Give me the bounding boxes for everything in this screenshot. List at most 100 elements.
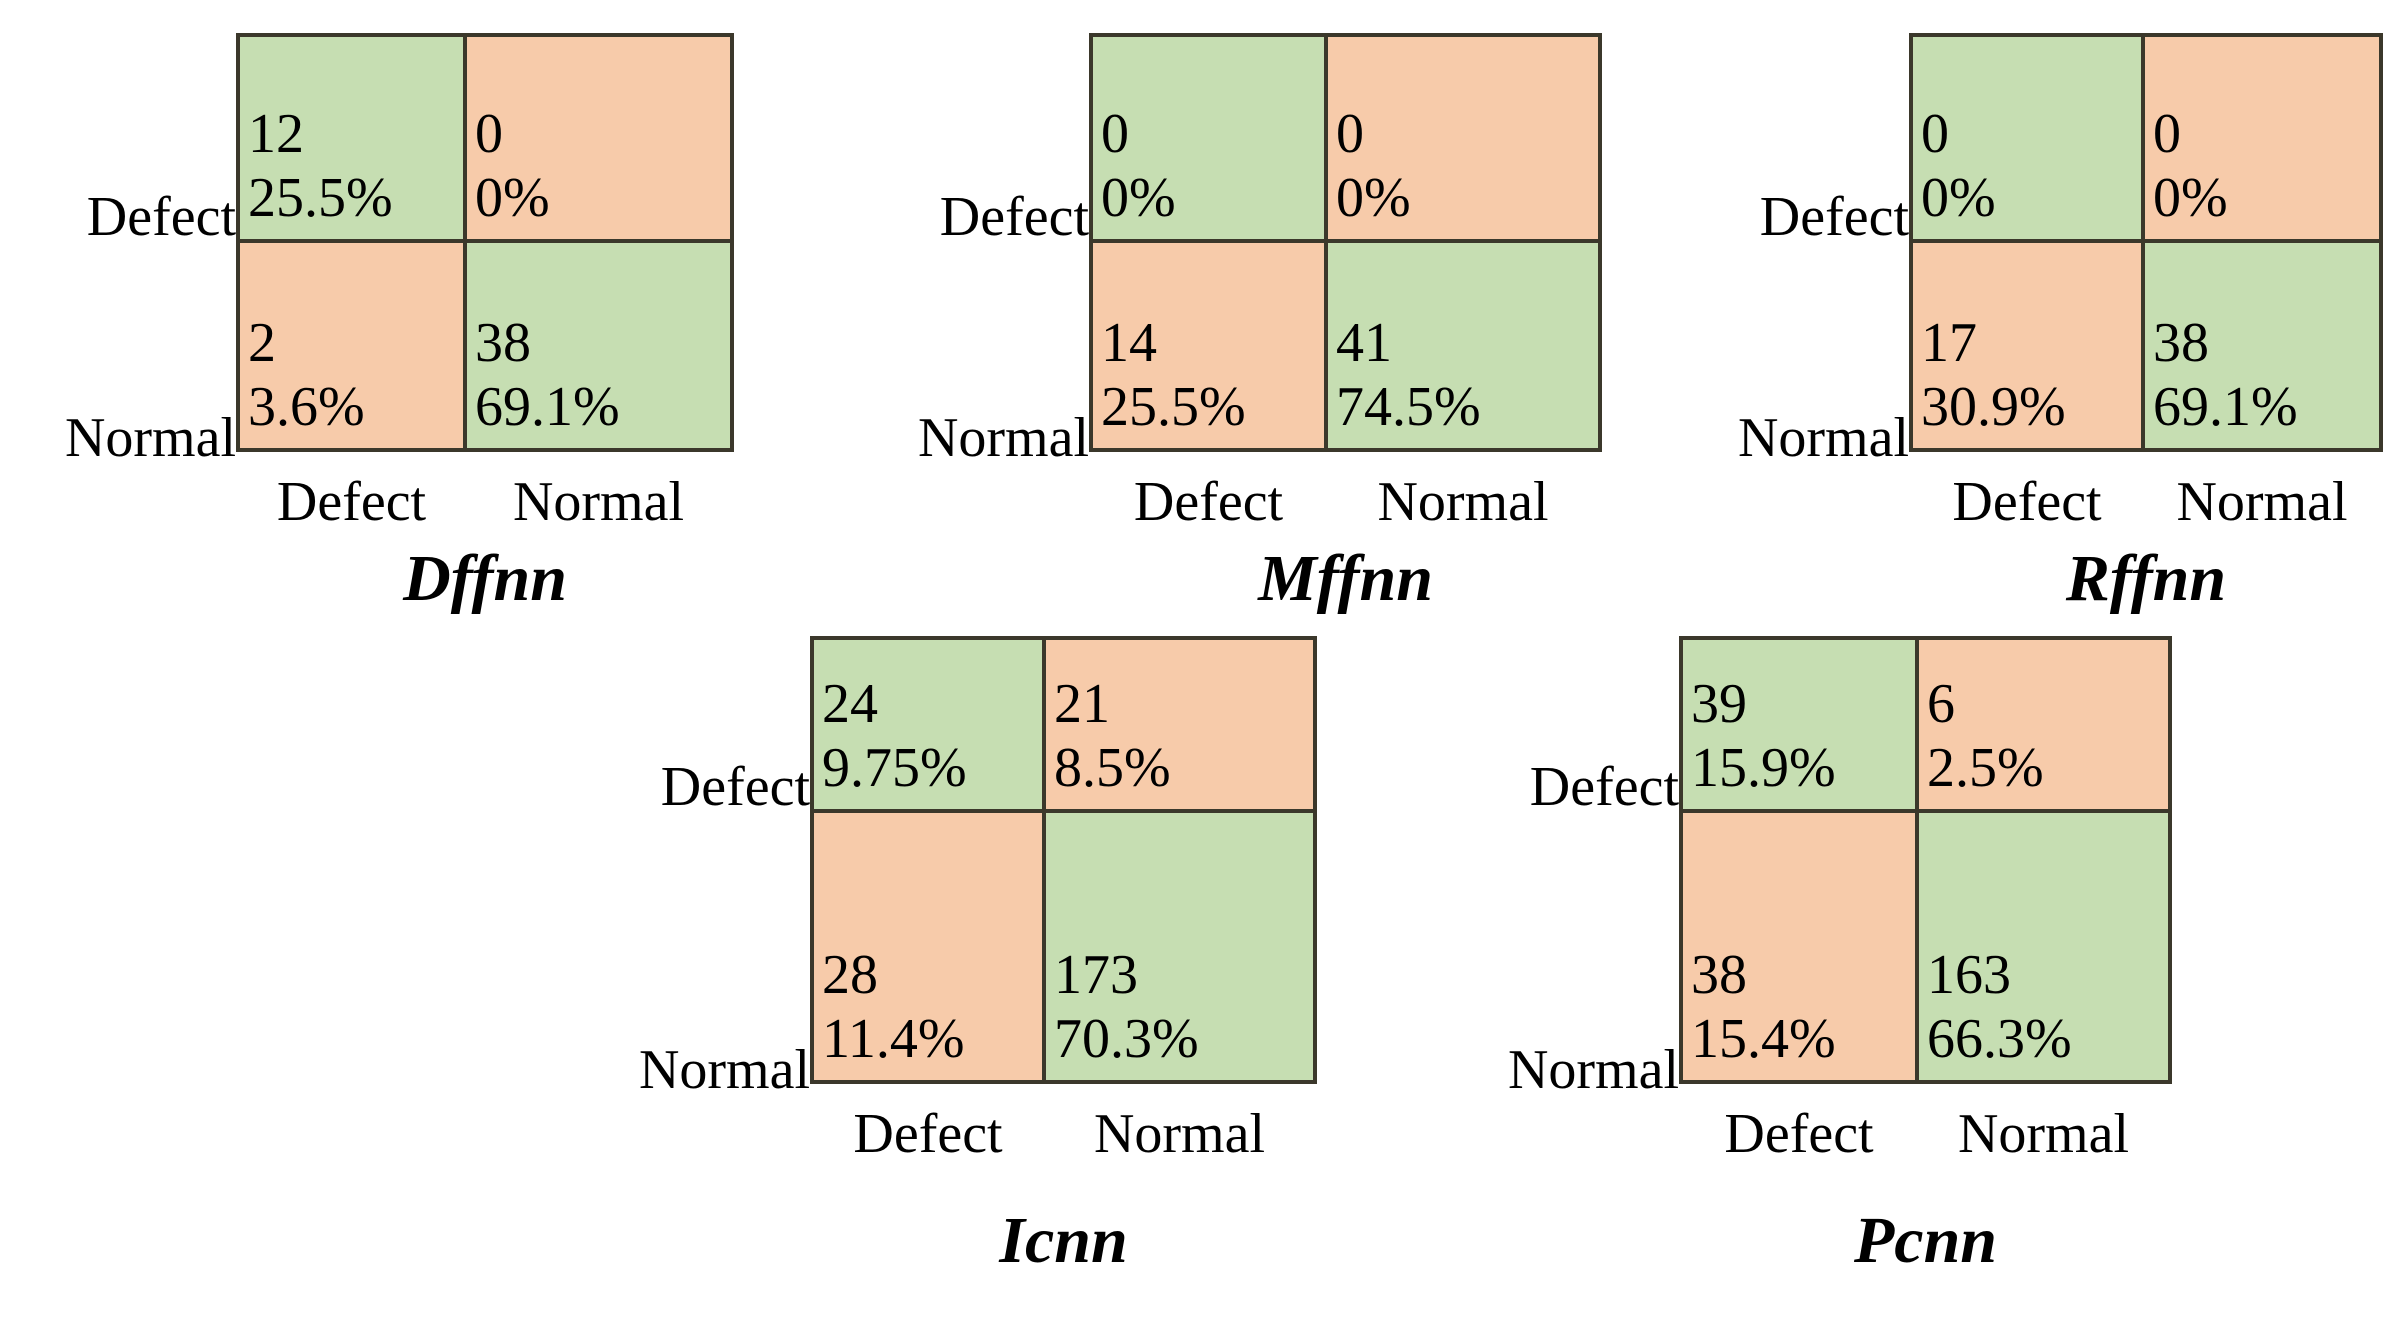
cell-defect-defect: 24 9.75% <box>814 640 1042 809</box>
matrix-title: Pcnn <box>1853 1204 1998 1277</box>
row-labels: Defect Normal <box>1693 33 1909 612</box>
row-labels: Defect Normal <box>873 33 1089 612</box>
cell-count: 14 <box>1101 312 1157 375</box>
cell-count: 6 <box>1927 673 1955 736</box>
cell-percent: 0% <box>475 167 550 230</box>
cell-normal-normal: 163 66.3% <box>1919 813 2168 1080</box>
row-labels: Defect Normal <box>20 33 236 612</box>
cell-defect-normal: 0 0% <box>467 37 730 239</box>
col-label-defect: Defect <box>1952 471 2102 533</box>
cell-count: 163 <box>1927 944 2011 1007</box>
cell-normal-defect: 2 3.6% <box>240 243 463 448</box>
matrix-title: Mffnn <box>1258 542 1433 615</box>
row-label-normal: Normal <box>917 407 1089 469</box>
row-label-normal: Normal <box>1507 1039 1679 1101</box>
cell-normal-defect: 28 11.4% <box>814 813 1042 1080</box>
cell-percent: 0% <box>1101 167 1176 230</box>
cell-normal-normal: 41 74.5% <box>1328 243 1598 448</box>
matrix-grid: 0 0% 0 0% 17 30.9% 38 69.1% <box>1909 33 2383 452</box>
cell-count: 0 <box>1336 103 1364 166</box>
row-label-defect: Defect <box>1759 186 1909 248</box>
col-label-normal: Normal <box>512 471 685 533</box>
cell-count: 0 <box>2153 103 2181 166</box>
cell-defect-defect: 39 15.9% <box>1683 640 1915 809</box>
cell-normal-defect: 17 30.9% <box>1913 243 2141 448</box>
cell-count: 39 <box>1691 673 1747 736</box>
cell-count: 24 <box>822 673 878 736</box>
row-label-defect: Defect <box>86 186 236 248</box>
cell-defect-defect: 12 25.5% <box>240 37 463 239</box>
column-labels: Defect Normal <box>810 1106 1317 1162</box>
cell-percent: 30.9% <box>1921 376 2066 439</box>
cell-count: 38 <box>1691 944 1747 1007</box>
cell-normal-defect: 14 25.5% <box>1093 243 1324 448</box>
cell-percent: 2.5% <box>1927 737 2044 800</box>
cell-count: 28 <box>822 944 878 1007</box>
col-label-defect: Defect <box>276 471 427 533</box>
column-labels: Defect Normal <box>236 474 734 530</box>
row-labels: Defect Normal <box>580 636 810 1274</box>
cell-normal-defect: 38 15.4% <box>1683 813 1915 1080</box>
cell-percent: 0% <box>2153 167 2228 230</box>
cell-percent: 69.1% <box>475 376 620 439</box>
matrix-title: Rffnn <box>2065 542 2227 615</box>
matrix-title: Dffnn <box>403 542 567 615</box>
cell-defect-normal: 0 0% <box>1328 37 1598 239</box>
col-label-normal: Normal <box>2176 471 2348 533</box>
matrix-grid: 12 25.5% 0 0% 2 3.6% 38 69.1% <box>236 33 734 452</box>
col-label-defect: Defect <box>853 1103 1003 1165</box>
cell-percent: 8.5% <box>1054 737 1171 800</box>
col-label-normal: Normal <box>1377 471 1549 533</box>
cell-count: 0 <box>475 103 503 166</box>
confusion-matrix-icnn: Defect Normal 24 9.75% 21 8.5% 28 11.4% … <box>580 636 1317 1274</box>
cell-count: 17 <box>1921 312 1977 375</box>
cell-percent: 25.5% <box>1101 376 1246 439</box>
col-label-defect: Defect <box>1724 1103 1874 1165</box>
cell-normal-normal: 173 70.3% <box>1046 813 1313 1080</box>
cell-percent: 15.4% <box>1691 1008 1836 1071</box>
cell-count: 38 <box>2153 312 2209 375</box>
column-labels: Defect Normal <box>1679 1106 2172 1162</box>
cell-count: 0 <box>1921 103 1949 166</box>
cell-defect-defect: 0 0% <box>1913 37 2141 239</box>
confusion-matrix-rffnn: Defect Normal 0 0% 0 0% 17 30.9% 38 <box>1693 33 2383 612</box>
cell-count: 21 <box>1054 673 1110 736</box>
row-label-normal: Normal <box>638 1039 810 1101</box>
row-label-defect: Defect <box>1529 756 1679 818</box>
cell-percent: 11.4% <box>822 1008 965 1071</box>
column-labels: Defect Normal <box>1089 474 1602 530</box>
cell-defect-normal: 6 2.5% <box>1919 640 2168 809</box>
cell-percent: 9.75% <box>822 737 967 800</box>
cell-percent: 66.3% <box>1927 1008 2072 1071</box>
row-label-defect: Defect <box>939 186 1089 248</box>
cell-count: 0 <box>1101 103 1129 166</box>
row-label-normal: Normal <box>1737 407 1909 469</box>
row-label-defect: Defect <box>660 756 810 818</box>
matrix-grid: 39 15.9% 6 2.5% 38 15.4% 163 66.3% <box>1679 636 2172 1084</box>
row-label-normal: Normal <box>64 407 236 469</box>
cell-count: 12 <box>248 103 304 166</box>
cell-defect-defect: 0 0% <box>1093 37 1324 239</box>
col-label-normal: Normal <box>1093 1103 1266 1165</box>
cell-normal-normal: 38 69.1% <box>2145 243 2379 448</box>
cell-defect-normal: 21 8.5% <box>1046 640 1313 809</box>
col-label-normal: Normal <box>1957 1103 2130 1165</box>
cell-percent: 0% <box>1921 167 1996 230</box>
cell-percent: 15.9% <box>1691 737 1836 800</box>
confusion-matrix-pcnn: Defect Normal 39 15.9% 6 2.5% 38 15.4% 1… <box>1449 636 2172 1274</box>
cell-percent: 0% <box>1336 167 1411 230</box>
cell-count: 2 <box>248 312 276 375</box>
matrix-title: Icnn <box>999 1204 1128 1277</box>
cell-normal-normal: 38 69.1% <box>467 243 730 448</box>
column-labels: Defect Normal <box>1909 474 2383 530</box>
cell-percent: 70.3% <box>1054 1008 1199 1071</box>
col-label-defect: Defect <box>1133 471 1284 533</box>
cell-percent: 74.5% <box>1336 376 1481 439</box>
matrix-grid: 24 9.75% 21 8.5% 28 11.4% 173 70.3% <box>810 636 1317 1084</box>
matrix-grid: 0 0% 0 0% 14 25.5% 41 74.5% <box>1089 33 1602 452</box>
cell-percent: 3.6% <box>248 376 365 439</box>
confusion-matrix-dffnn: Defect Normal 12 25.5% 0 0% 2 3.6% 38 <box>20 33 734 612</box>
cell-count: 41 <box>1336 312 1392 375</box>
confusion-matrix-mffnn: Defect Normal 0 0% 0 0% 14 25.5% 41 <box>873 33 1602 612</box>
